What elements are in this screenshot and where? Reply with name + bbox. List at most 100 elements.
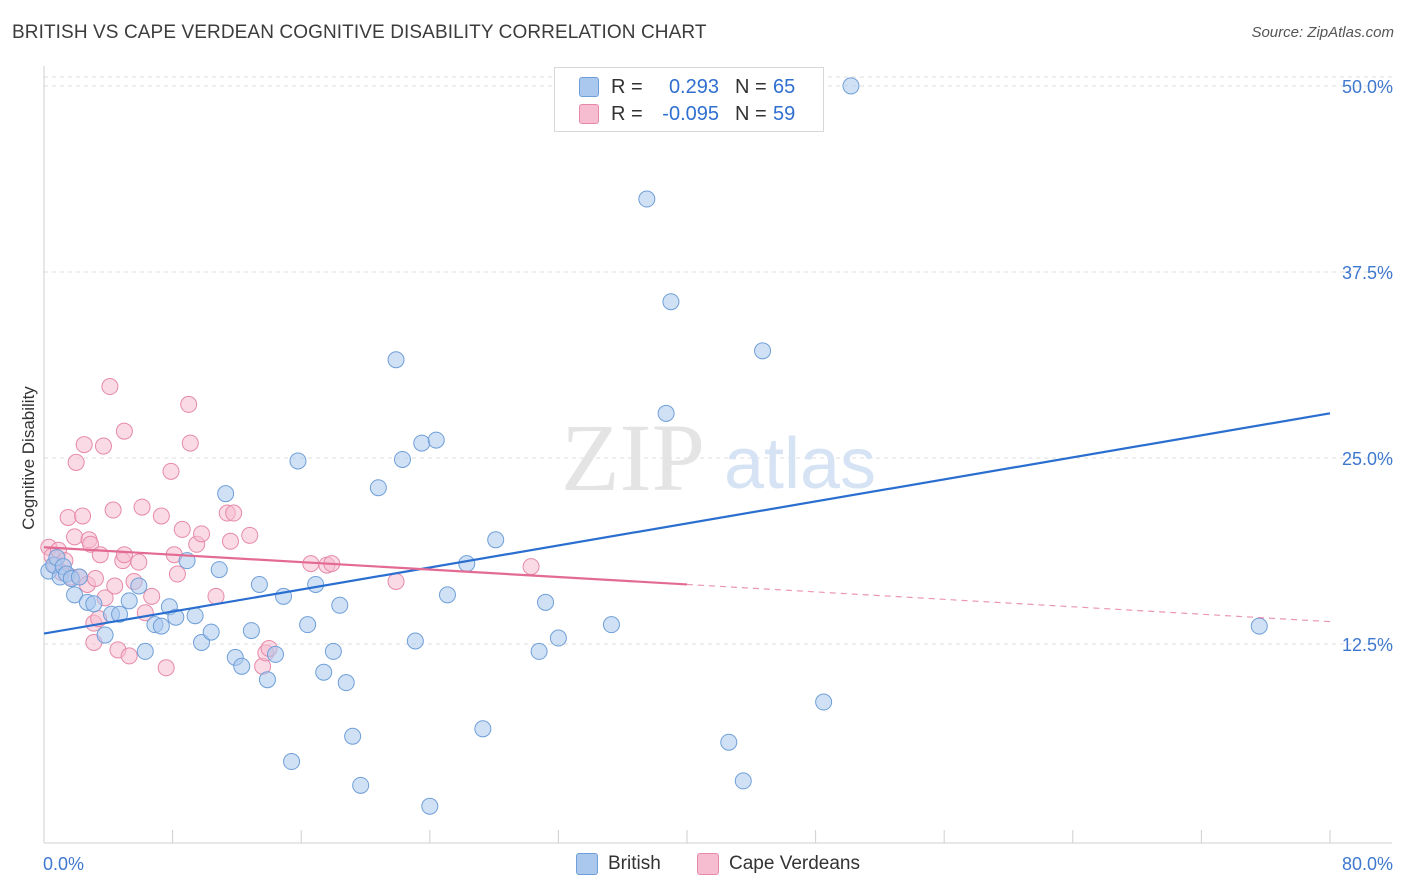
cape-n-label: N = <box>735 103 767 125</box>
cape-point <box>66 528 84 546</box>
british-point <box>537 593 555 611</box>
british-point <box>657 404 675 422</box>
british-point <box>299 616 317 634</box>
cape-point <box>115 422 133 440</box>
source-credit: Source: ZipAtlas.com <box>1251 24 1394 41</box>
cape-point <box>120 647 138 665</box>
british-point <box>70 568 88 586</box>
british-point <box>421 797 439 815</box>
cape-point <box>143 587 161 605</box>
british-point <box>815 693 833 711</box>
british-point <box>250 575 268 593</box>
chart-title: BRITISH VS CAPE VERDEAN COGNITIVE DISABI… <box>12 22 707 43</box>
british-point <box>210 561 228 579</box>
cape-trend-line <box>43 546 688 586</box>
y-tick-label: 12.5% <box>1342 635 1393 655</box>
axes <box>43 66 1392 844</box>
british-point <box>258 671 276 689</box>
cape-point <box>94 437 112 455</box>
cape-point <box>193 525 211 543</box>
british-point <box>324 642 342 660</box>
british-point <box>307 575 325 593</box>
british-point <box>406 632 424 650</box>
british-point <box>487 531 505 549</box>
british-point <box>754 342 772 360</box>
british-point <box>136 642 154 660</box>
british-point <box>344 727 362 745</box>
cape-point <box>221 532 239 550</box>
cape-legend-swatch <box>697 853 719 875</box>
cape-point <box>86 570 104 588</box>
y-axis-label: Cognitive Disability <box>19 386 38 530</box>
british-point <box>193 633 211 651</box>
british-point <box>167 608 185 626</box>
british-point <box>438 586 456 604</box>
british-point <box>66 586 84 604</box>
cape-point <box>130 553 148 571</box>
cape-point <box>75 436 93 454</box>
cape-point <box>59 508 77 526</box>
british-point <box>266 645 284 663</box>
british-n-value: 65 <box>773 76 796 98</box>
british-point <box>233 657 251 675</box>
british-point <box>1250 617 1268 635</box>
cape-point <box>104 501 122 519</box>
british-point <box>331 596 349 614</box>
x-tick-label-min: 0.0% <box>43 854 84 874</box>
british-legend-swatch <box>576 853 598 875</box>
y-tick-labels: 12.5% 25.0% 37.5% 50.0% <box>1342 77 1393 655</box>
x-tick-label-max: 80.0% <box>1342 854 1393 874</box>
cape-point <box>162 462 180 480</box>
british-point <box>217 485 235 503</box>
cape-point <box>207 587 225 605</box>
british-point <box>85 595 103 613</box>
british-point <box>242 622 260 640</box>
british-point <box>337 674 355 692</box>
cape-point <box>173 520 191 538</box>
british-r-value: 0.293 <box>668 76 719 98</box>
cape-point <box>522 558 540 576</box>
british-point <box>202 623 220 641</box>
cape-point <box>133 498 151 516</box>
cape-r-value: -0.095 <box>662 103 719 125</box>
british-point <box>369 479 387 497</box>
cape-legend-label: Cape Verdeans <box>729 853 860 874</box>
british-point <box>413 434 431 452</box>
british-point <box>602 616 620 634</box>
y-tick-label: 37.5% <box>1342 263 1393 283</box>
british-swatch <box>579 77 599 97</box>
cape-point <box>387 572 405 590</box>
cape-point <box>181 434 199 452</box>
cape-point <box>225 504 243 522</box>
correlation-legend: R = 0.293 N = 65 R = -0.095 N = 59 <box>554 67 824 132</box>
british-point <box>130 577 148 595</box>
british-point <box>111 605 129 623</box>
x-tick-labels: 0.0% 80.0% <box>43 854 1393 874</box>
cape-point <box>152 507 170 525</box>
british-point <box>186 607 204 625</box>
cape-verdeans-points <box>40 378 540 677</box>
cape-point <box>74 507 92 525</box>
british-point <box>549 629 567 647</box>
trend-lines <box>43 412 1331 635</box>
british-point <box>720 733 738 751</box>
british-point <box>283 753 301 771</box>
british-point <box>458 555 476 573</box>
british-point <box>393 450 411 468</box>
british-point <box>387 351 405 369</box>
british-n-label: N = <box>735 76 767 98</box>
british-point <box>474 720 492 738</box>
cape-point <box>67 453 85 471</box>
cape-point <box>241 526 259 544</box>
british-point <box>842 77 860 95</box>
cape-point <box>157 659 175 677</box>
british-point <box>152 617 170 635</box>
british-point <box>734 772 752 790</box>
cape-point <box>106 577 124 595</box>
british-point <box>638 190 656 208</box>
british-trend-line <box>43 412 1331 635</box>
british-point <box>662 293 680 311</box>
british-point <box>352 776 370 794</box>
watermark-atlas: atlas <box>724 424 876 504</box>
british-point <box>427 431 445 449</box>
